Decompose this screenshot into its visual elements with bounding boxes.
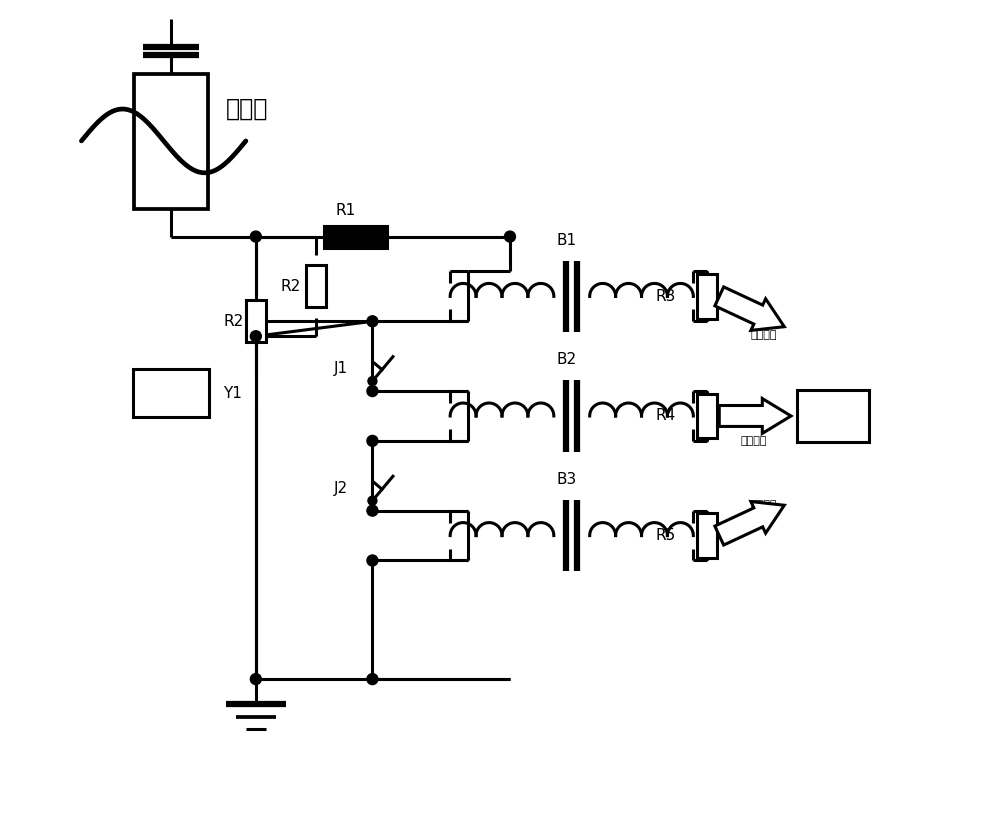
Bar [697,393,717,438]
Text: 电压采集: 电压采集 [751,500,777,510]
Circle shape [368,376,377,385]
Text: J2: J2 [333,481,348,496]
Circle shape [250,231,261,242]
Circle shape [367,435,378,447]
Circle shape [367,316,378,326]
Polygon shape [715,501,784,545]
Bar [797,390,869,442]
Circle shape [367,555,378,566]
Text: B2: B2 [557,353,577,367]
Bar [133,369,209,417]
Text: R2: R2 [281,279,301,294]
Text: R2: R2 [224,314,244,329]
Bar [324,226,387,248]
Circle shape [368,497,377,506]
Text: B1: B1 [557,232,577,248]
Bar [246,300,266,342]
Circle shape [250,673,261,685]
Polygon shape [719,398,791,434]
Text: 避雷器: 避雷器 [226,97,268,121]
Text: R5: R5 [655,528,676,543]
Text: R3: R3 [655,289,676,303]
Text: J1: J1 [333,362,348,376]
Polygon shape [715,287,784,330]
Bar [134,74,208,209]
Text: 电压采集: 电压采集 [751,330,777,340]
Circle shape [367,673,378,685]
Bar [697,513,717,558]
Text: Y1: Y1 [223,385,242,401]
Bar [306,266,326,308]
Circle shape [250,330,261,342]
Text: B3: B3 [557,472,577,487]
Circle shape [367,506,378,516]
Text: R4: R4 [655,408,676,424]
Bar [697,274,717,319]
Circle shape [367,385,378,397]
Text: MCU: MCU [810,407,856,425]
Text: 电压采集: 电压采集 [741,436,767,446]
Text: R1: R1 [335,203,356,218]
Circle shape [504,231,515,242]
